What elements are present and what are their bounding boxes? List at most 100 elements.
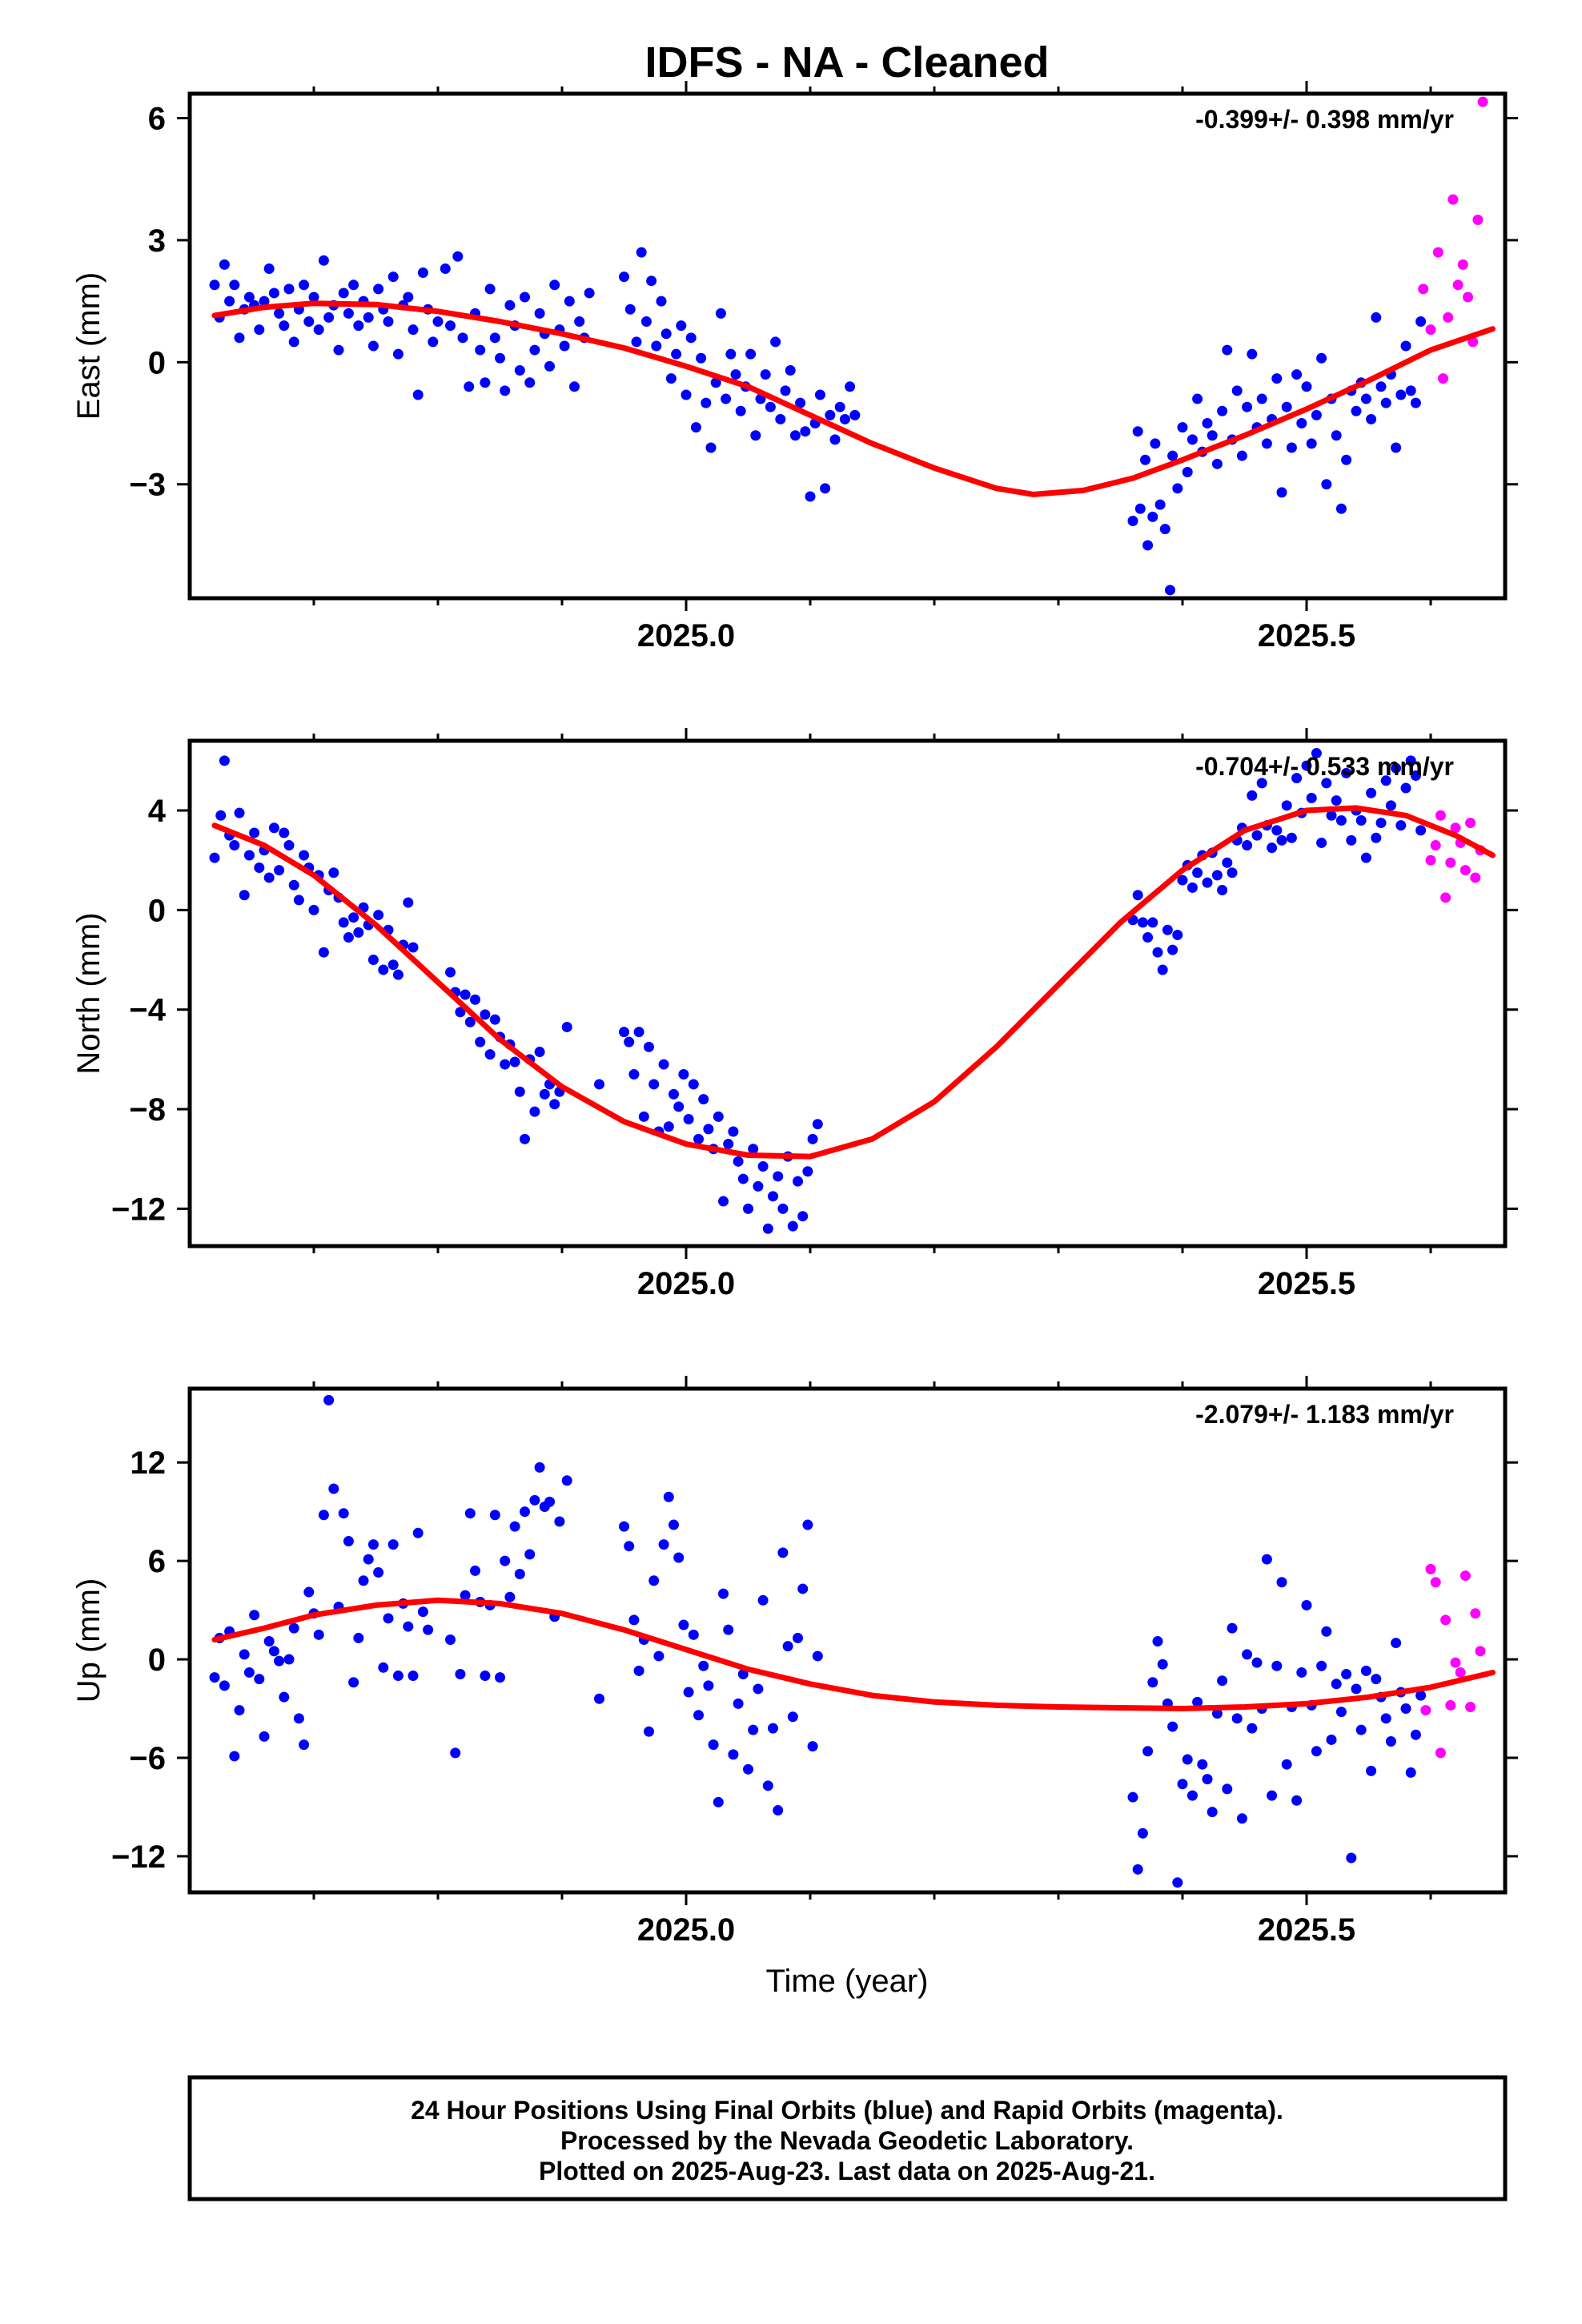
east-final-point bbox=[631, 336, 642, 348]
up-final-point bbox=[504, 1591, 516, 1602]
east-final-point bbox=[417, 267, 428, 279]
up-final-point bbox=[1415, 1690, 1427, 1701]
north-final-point bbox=[1395, 820, 1407, 831]
north-final-point bbox=[1301, 760, 1312, 771]
north-final-point bbox=[509, 1056, 520, 1068]
up-final-point bbox=[509, 1521, 520, 1532]
up-final-point bbox=[417, 1606, 428, 1618]
north-final-point bbox=[1222, 857, 1233, 868]
east-final-point bbox=[544, 360, 555, 372]
up-final-point bbox=[807, 1741, 818, 1752]
east-rapid-point bbox=[1452, 279, 1464, 291]
north-final-point bbox=[299, 850, 310, 861]
east-final-point bbox=[1366, 413, 1377, 424]
east-final-point bbox=[710, 377, 721, 388]
north-final-point bbox=[733, 1156, 744, 1167]
up-final-point bbox=[1247, 1723, 1258, 1734]
east-final-point bbox=[440, 263, 451, 274]
north-final-point bbox=[1142, 932, 1154, 943]
north-final-point bbox=[283, 840, 295, 851]
east-panel: 2025.0 2025.5 −3 0 3 6 East (mm) -0.399+/- 0.39… bbox=[71, 81, 1518, 653]
north-final-point bbox=[268, 822, 279, 834]
north-final-point bbox=[1281, 800, 1292, 811]
east-final-point bbox=[353, 320, 364, 332]
north-final-point bbox=[460, 989, 471, 1000]
east-final-point bbox=[338, 287, 349, 299]
up-final-point bbox=[1400, 1703, 1411, 1715]
up-ytick-label: 6 bbox=[148, 1544, 166, 1579]
east-final-point bbox=[1222, 344, 1233, 356]
east-final-point bbox=[308, 292, 319, 303]
east-final-point bbox=[234, 332, 245, 344]
north-final-point bbox=[1380, 775, 1391, 786]
east-final-point bbox=[814, 389, 825, 400]
up-final-point bbox=[713, 1796, 724, 1807]
east-final-point bbox=[224, 296, 235, 307]
up-final-point bbox=[554, 1516, 565, 1527]
up-final-point bbox=[1371, 1674, 1382, 1685]
north-final-point bbox=[561, 1021, 572, 1032]
up-final-point bbox=[768, 1723, 778, 1734]
north-final-point bbox=[1410, 770, 1421, 782]
north-final-point bbox=[470, 994, 480, 1005]
up-final-point bbox=[793, 1632, 803, 1643]
east-final-point bbox=[1140, 454, 1150, 465]
north-final-point bbox=[1167, 944, 1178, 955]
up-final-point bbox=[303, 1586, 315, 1598]
north-final-point bbox=[777, 1203, 789, 1214]
up-final-point bbox=[268, 1646, 279, 1657]
east-final-point bbox=[849, 409, 861, 420]
east-final-point bbox=[268, 287, 279, 299]
east-final-point bbox=[392, 348, 404, 360]
north-xtick-label: 2025.5 bbox=[1258, 1266, 1355, 1301]
up-final-point bbox=[348, 1677, 359, 1688]
up-final-point bbox=[669, 1519, 679, 1530]
east-final-point bbox=[760, 369, 771, 380]
up-final-point bbox=[299, 1739, 310, 1751]
north-final-point bbox=[723, 1139, 734, 1150]
east-final-point bbox=[839, 413, 850, 424]
up-final-point bbox=[1267, 1790, 1278, 1801]
north-final-point bbox=[797, 1211, 809, 1222]
north-final-point bbox=[1251, 830, 1263, 841]
up-final-point bbox=[1231, 1713, 1243, 1724]
north-final-point bbox=[1157, 964, 1168, 975]
north-final-point bbox=[658, 1059, 669, 1070]
up-final-point bbox=[678, 1619, 689, 1630]
north-final-point bbox=[539, 1088, 550, 1100]
up-final-point bbox=[663, 1491, 674, 1502]
east-final-point bbox=[373, 283, 384, 295]
north-final-point bbox=[534, 1047, 545, 1058]
east-final-point bbox=[559, 340, 570, 352]
east-final-point bbox=[363, 312, 374, 323]
east-final-point bbox=[1301, 381, 1312, 392]
up-final-point bbox=[387, 1539, 399, 1550]
east-final-point bbox=[464, 381, 475, 392]
north-final-point bbox=[1385, 800, 1396, 811]
east-final-point bbox=[303, 316, 315, 328]
up-final-point bbox=[658, 1539, 669, 1550]
north-final-point bbox=[308, 904, 319, 915]
east-final-point bbox=[671, 348, 682, 360]
north-final-point bbox=[1177, 875, 1188, 886]
north-final-point bbox=[1217, 885, 1228, 896]
up-final-point bbox=[762, 1780, 773, 1791]
up-final-point bbox=[489, 1510, 500, 1521]
up-final-point bbox=[460, 1590, 471, 1601]
north-plot-frame bbox=[187, 738, 1508, 1248]
east-final-point bbox=[701, 397, 712, 408]
east-final-point bbox=[661, 328, 672, 340]
east-final-point bbox=[681, 389, 692, 400]
north-final-point bbox=[1375, 818, 1387, 829]
east-final-point bbox=[1134, 503, 1146, 514]
east-final-point bbox=[1296, 418, 1307, 429]
up-fit-line bbox=[211, 1597, 1496, 1711]
east-final-point bbox=[428, 336, 439, 348]
east-rapid-point bbox=[1463, 292, 1473, 303]
east-final-point bbox=[800, 426, 811, 437]
up-final-point bbox=[450, 1747, 461, 1759]
north-final-point bbox=[243, 850, 255, 861]
east-final-point bbox=[1256, 393, 1267, 404]
east-final-point bbox=[1405, 385, 1416, 396]
